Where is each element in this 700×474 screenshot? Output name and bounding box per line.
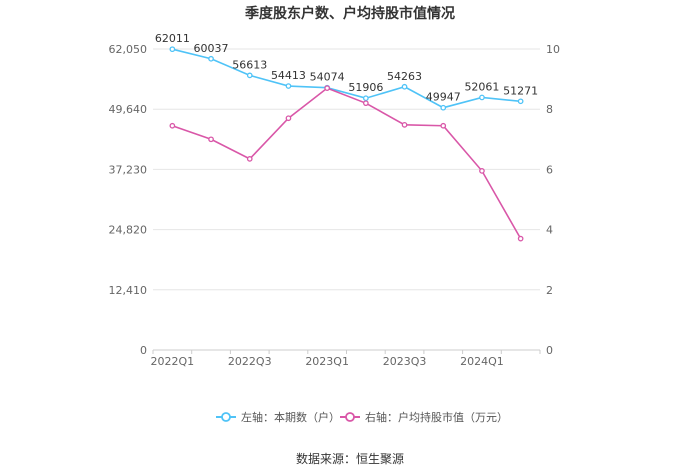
left-axis-tick: 24,820 (109, 224, 148, 237)
data-point (362, 95, 369, 102)
data-label: 51906 (348, 81, 383, 94)
data-point (440, 104, 447, 111)
data-point (169, 122, 176, 129)
data-point (517, 235, 524, 242)
right-axis-tick: 0 (546, 344, 553, 357)
left-axis-tick: 0 (140, 344, 147, 357)
legend-item-2[interactable]: 右轴：户均持股市值（万元） (365, 410, 508, 424)
left-axis-tick: 12,410 (109, 284, 148, 297)
x-axis-tick: 2022Q3 (228, 355, 272, 368)
series-lines (169, 46, 524, 242)
right-axis-tick: 6 (546, 163, 553, 176)
legend[interactable]: 左轴：本期数（户） 右轴：户均持股市值（万元） (216, 410, 508, 424)
left-axis-tick: 49,640 (109, 103, 148, 116)
right-axis-tick: 8 (546, 103, 553, 116)
data-point (285, 115, 292, 122)
gridlines (153, 48, 540, 351)
right-axis-tick: 2 (546, 284, 553, 297)
data-source: 数据来源：恒生聚源 (296, 451, 404, 466)
data-label: 54074 (310, 71, 345, 84)
data-label: 49947 (426, 91, 461, 104)
legend-marker (221, 412, 231, 422)
data-label: 54263 (387, 70, 422, 83)
data-label: 52061 (464, 80, 499, 93)
data-label: 56613 (232, 58, 267, 71)
data-point (208, 55, 214, 62)
x-axis-tick: 2022Q1 (151, 355, 195, 368)
data-label: 54413 (271, 69, 306, 82)
data-point (362, 100, 369, 107)
legend-item-1[interactable]: 左轴：本期数（户） (241, 410, 340, 424)
left-axis-tick: 37,230 (109, 163, 148, 176)
data-label: 51271 (503, 84, 538, 97)
x-axis-tick: 2023Q1 (305, 355, 349, 368)
data-point (440, 122, 447, 129)
data-point (246, 72, 253, 79)
chart-title: 季度股东户数、户均持股市值情况 (244, 5, 455, 22)
data-point (208, 136, 214, 143)
data-point (285, 83, 292, 89)
series-line-1 (172, 48, 521, 109)
data-point (517, 98, 524, 105)
data-label: 62011 (155, 32, 190, 45)
data-label: 60037 (194, 42, 229, 55)
x-axis-tick: 2023Q3 (383, 355, 427, 368)
left-axis-tick: 62,050 (109, 43, 148, 56)
data-point (401, 83, 408, 90)
data-point (479, 168, 485, 174)
data-point (479, 94, 485, 101)
right-axis-tick: 10 (546, 43, 560, 56)
series-line-2 (172, 87, 522, 240)
data-point (324, 85, 330, 91)
data-point (246, 156, 253, 162)
data-point (169, 46, 176, 53)
x-axis-tick: 2024Q1 (460, 355, 504, 368)
axis-ticks: 0 0 12,410 2 24,820 4 37,230 6 49,640 8 62,050 10 20… (109, 43, 561, 368)
legend-marker (345, 412, 355, 422)
data-point (401, 122, 408, 128)
right-axis-tick: 4 (546, 224, 553, 237)
